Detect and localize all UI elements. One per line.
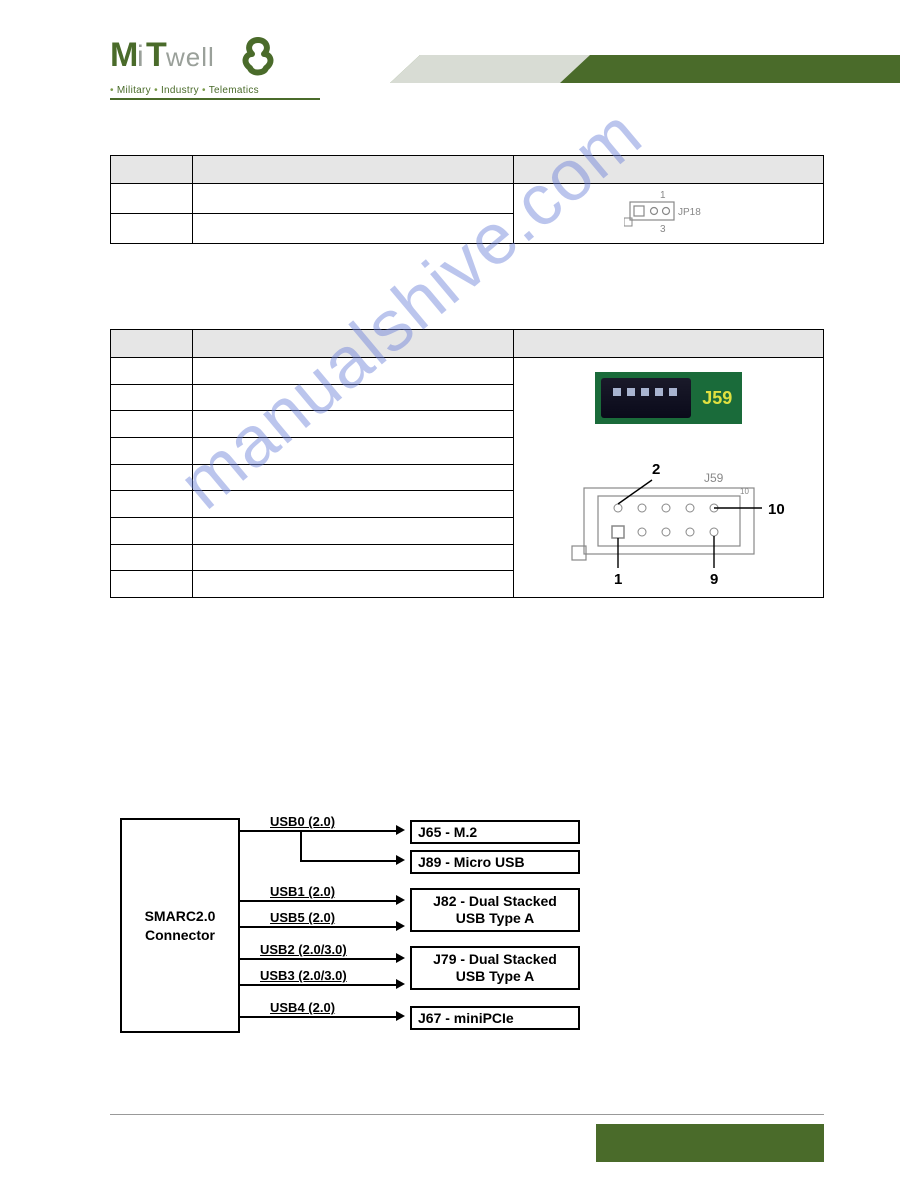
svg-text:i: i: [137, 40, 144, 73]
svg-text:J59: J59: [704, 471, 724, 485]
svg-text:9: 9: [710, 571, 718, 588]
table-cell: [192, 437, 513, 464]
table-cell: [192, 517, 513, 544]
brand-logo: M i T well: [110, 30, 290, 87]
footer-rule: [110, 1114, 824, 1115]
j59-pinout-diagram: 2 J59: [544, 460, 794, 590]
table-cell: [192, 491, 513, 518]
usb-target-box: J89 - Micro USB: [410, 850, 580, 874]
smarc-connector-box: SMARC2.0 Connector: [120, 818, 240, 1033]
svg-text:10: 10: [768, 501, 785, 518]
table-header: [192, 156, 513, 184]
table-header: [111, 330, 193, 358]
jumper-diagram-cell: 1 JP18 3: [514, 184, 824, 244]
page-header: M i T well • Military • Industry • Telem…: [50, 30, 868, 100]
table-cell: [111, 411, 193, 438]
usb-target-box: J82 - Dual Stacked USB Type A: [410, 888, 580, 932]
table-cell: [111, 384, 193, 411]
usb-target-box: J79 - Dual Stacked USB Type A: [410, 946, 580, 990]
table-cell: [111, 544, 193, 571]
usb-target-box: J67 - miniPCIe: [410, 1006, 580, 1030]
usb-routing-diagram: SMARC2.0 Connector USB0 (2.0) USB1 (2.0)…: [120, 808, 620, 1058]
usb-lane-label: USB3 (2.0/3.0): [260, 968, 347, 983]
j59-photo: J59: [595, 372, 742, 424]
table-cell: [192, 411, 513, 438]
usb-target-box: J65 - M.2: [410, 820, 580, 844]
table-header: [514, 330, 824, 358]
table-cell: [192, 358, 513, 385]
table-cell: [111, 464, 193, 491]
svg-text:3: 3: [660, 224, 666, 235]
page-content: M i T well • Military • Industry • Telem…: [50, 30, 868, 1058]
table-cell: [192, 571, 513, 598]
svg-text:1: 1: [660, 190, 666, 201]
svg-text:2: 2: [652, 461, 660, 478]
table-cell: [192, 184, 513, 214]
connector-table-j59: J59 2 J59: [110, 329, 824, 598]
usb-lane-label: USB1 (2.0): [270, 884, 335, 899]
table-cell: [111, 491, 193, 518]
table-cell: [192, 464, 513, 491]
table-header: [111, 156, 193, 184]
svg-text:M: M: [110, 36, 138, 74]
connector-diagram-cell: J59 2 J59: [514, 358, 824, 598]
brand-tagline: • Military • Industry • Telematics: [110, 85, 259, 96]
usb-lane-label: USB0 (2.0): [270, 814, 335, 829]
jp18-diagram: 1 JP18 3: [624, 188, 714, 236]
table-header: [514, 156, 824, 184]
table-cell: [192, 544, 513, 571]
usb-lane-label: USB2 (2.0/3.0): [260, 942, 347, 957]
table-cell: [111, 214, 193, 244]
usb-lane-label: USB5 (2.0): [270, 910, 335, 925]
jumper-table-jp18: 1 JP18 3: [110, 155, 824, 244]
table-cell: [192, 384, 513, 411]
svg-text:well: well: [165, 42, 215, 72]
table-cell: [111, 358, 193, 385]
usb-lane-label: USB4 (2.0): [270, 1000, 335, 1015]
header-underline: [110, 98, 320, 100]
table-cell: [111, 571, 193, 598]
footer-color-block: [596, 1124, 824, 1162]
table-cell: [111, 517, 193, 544]
svg-text:JP18: JP18: [678, 207, 701, 218]
svg-text:T: T: [146, 36, 167, 74]
table-cell: [111, 184, 193, 214]
table-header: [192, 330, 513, 358]
table-cell: [192, 214, 513, 244]
header-ribbon: [390, 55, 900, 83]
svg-text:10: 10: [740, 487, 749, 496]
svg-text:1: 1: [614, 571, 622, 588]
table-cell: [111, 437, 193, 464]
